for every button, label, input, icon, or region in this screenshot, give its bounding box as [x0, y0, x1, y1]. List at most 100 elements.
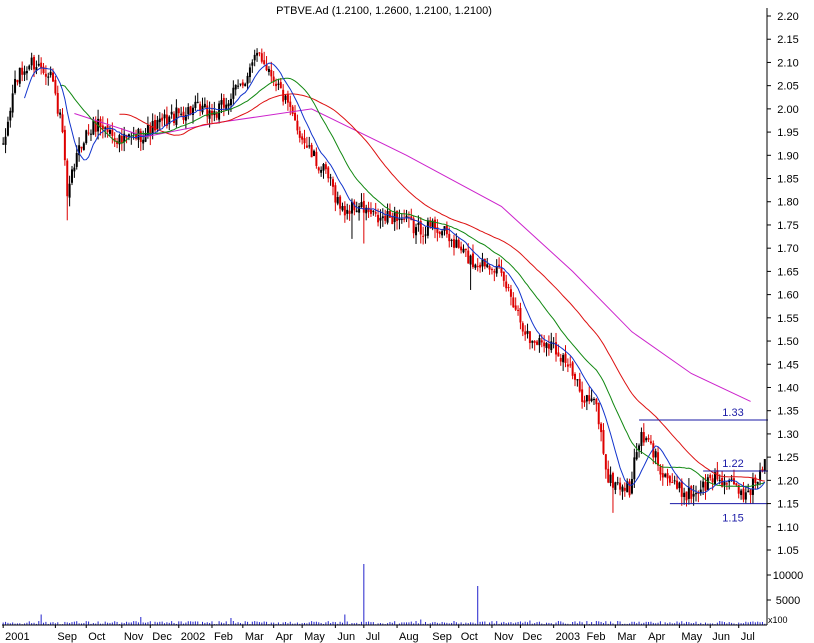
- candle: [6, 116, 9, 137]
- y-tick-label: 1.90: [777, 150, 798, 162]
- x-tick-label: Aug: [399, 631, 419, 643]
- candle: [87, 124, 90, 136]
- candle-body: [590, 398, 593, 402]
- candle: [391, 212, 394, 225]
- candle-body: [398, 218, 401, 221]
- candle-body: [619, 482, 622, 490]
- candle: [331, 176, 334, 196]
- candle: [438, 230, 441, 238]
- candle: [303, 129, 306, 150]
- candle-body: [220, 100, 223, 105]
- candle-body: [85, 130, 88, 144]
- series-ma200: [74, 108, 751, 402]
- candle: [170, 104, 173, 119]
- candle-body: [581, 389, 584, 402]
- candle: [16, 79, 19, 86]
- candle-body: [244, 83, 247, 87]
- candle-body: [417, 222, 420, 225]
- candle-body: [47, 76, 50, 78]
- candle-body: [756, 481, 759, 486]
- candle: [505, 274, 508, 292]
- candle: [709, 473, 712, 481]
- y-tick-label: 1.55: [777, 313, 798, 325]
- candle-body: [730, 478, 733, 480]
- y-tick-label: 1.40: [777, 382, 798, 394]
- candle: [18, 67, 21, 88]
- y-tick-label: 1.35: [777, 406, 798, 418]
- candle: [248, 63, 251, 83]
- candle-body: [346, 209, 349, 214]
- x-tick-label: Mar: [245, 631, 264, 643]
- candle: [298, 126, 301, 143]
- candle-body: [545, 342, 548, 349]
- y-tick-label: 1.05: [777, 545, 798, 557]
- candle: [415, 223, 418, 244]
- candle-body: [502, 271, 505, 281]
- candle-body: [498, 264, 501, 267]
- candle-body: [194, 101, 197, 108]
- candle: [324, 161, 327, 174]
- x-tick-label: Sep: [432, 631, 452, 643]
- candle: [28, 64, 31, 71]
- candle: [99, 116, 102, 136]
- candle: [334, 182, 337, 212]
- candle-body: [49, 71, 52, 76]
- candle: [329, 173, 332, 186]
- candle-body: [30, 57, 33, 66]
- candle-body: [372, 210, 375, 212]
- candle-body: [334, 185, 337, 203]
- candle: [725, 481, 728, 490]
- candle-body: [298, 130, 301, 138]
- candle: [279, 78, 282, 89]
- candle-body: [761, 469, 764, 472]
- candle-body: [695, 493, 698, 495]
- candle-body: [154, 119, 157, 131]
- candle-body: [327, 167, 330, 179]
- candle: [317, 166, 320, 174]
- candle-body: [692, 493, 695, 497]
- candle-body: [471, 253, 474, 268]
- candle-body: [462, 248, 465, 253]
- candle: [619, 477, 622, 496]
- candle-body: [763, 459, 766, 472]
- level-label: 1.15: [722, 513, 743, 525]
- candle: [154, 114, 157, 133]
- candle: [4, 128, 7, 154]
- candle-body: [80, 146, 83, 149]
- candle-body: [474, 264, 477, 268]
- candle: [633, 448, 636, 488]
- candle-body: [63, 129, 66, 161]
- candle-body: [405, 215, 408, 219]
- candle-body: [180, 113, 183, 115]
- candle-body: [355, 210, 358, 213]
- candle-body: [547, 344, 550, 349]
- candle: [267, 66, 270, 76]
- chart-title: PTBVE.Ad (1.2100, 1.2600, 1.2100, 1.2100…: [276, 5, 492, 17]
- candle: [512, 292, 515, 308]
- candle-body: [161, 117, 164, 121]
- candle-body: [165, 114, 168, 126]
- candle: [206, 100, 209, 124]
- x-tick-label: 2003: [556, 631, 580, 643]
- candle: [2, 137, 5, 145]
- candle-body: [151, 120, 154, 135]
- candle: [740, 488, 743, 500]
- candle: [754, 474, 757, 490]
- candle: [481, 252, 484, 272]
- candle: [360, 193, 363, 208]
- candle-body: [445, 225, 448, 235]
- candle-body: [666, 473, 669, 479]
- candle: [400, 213, 403, 224]
- candle-body: [388, 210, 391, 218]
- candle-body: [203, 103, 206, 108]
- candle-body: [642, 432, 645, 443]
- candle-body: [206, 105, 209, 117]
- candle: [66, 158, 69, 221]
- candle-body: [135, 134, 138, 139]
- candle-body: [286, 94, 289, 103]
- candle-body: [308, 145, 311, 147]
- x-tick-label: May: [304, 631, 325, 643]
- candle: [343, 201, 346, 223]
- candle-body: [718, 479, 721, 481]
- candle-body: [630, 478, 633, 494]
